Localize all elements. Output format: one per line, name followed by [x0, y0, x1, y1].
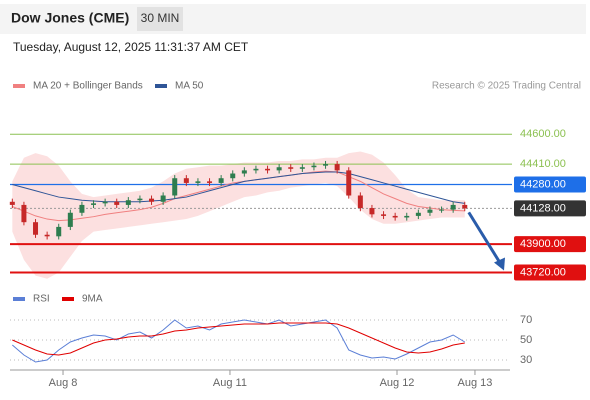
x-tick-label: Aug 13 [458, 377, 493, 389]
level-label: 44128.00 [520, 202, 566, 214]
level-label: 43720.00 [520, 266, 566, 278]
candle-body [33, 222, 39, 235]
legend-swatch [13, 84, 25, 88]
x-tick-label: Aug 11 [213, 377, 247, 389]
level-label: 44280.00 [520, 178, 566, 190]
legend-label: RSI [33, 294, 50, 305]
candle-body [439, 209, 445, 211]
candle-body [79, 204, 85, 213]
candle-body [462, 204, 468, 209]
level-label-box [514, 176, 586, 193]
candle-body [21, 204, 27, 223]
candle-body [357, 195, 363, 209]
candle-body [381, 214, 387, 216]
candle-body [149, 198, 155, 202]
instrument-title: Dow Jones (CME) [11, 10, 129, 26]
candle-body [91, 203, 97, 205]
candle-body [56, 226, 62, 237]
candle-body [369, 208, 375, 215]
candle-body [183, 178, 189, 183]
candle-body [392, 215, 398, 218]
candle-body [253, 168, 259, 171]
legend-label: MA 50 [175, 81, 204, 92]
candle-body [218, 178, 224, 183]
level-label-box [514, 264, 586, 281]
candle-body [323, 164, 329, 166]
legend-label: 9MA [82, 294, 103, 305]
candle-body [450, 204, 456, 210]
candle-body [404, 215, 410, 218]
candle-body [160, 195, 166, 202]
ma-line [12, 171, 465, 204]
candle-body [299, 167, 305, 169]
legend-swatch [155, 84, 167, 88]
candle-body [276, 167, 282, 171]
level-label: 44600.00 [520, 128, 566, 140]
candle-body [44, 234, 50, 237]
ma-line [12, 170, 465, 222]
candle-body [346, 170, 352, 196]
level-label: 43900.00 [520, 238, 566, 250]
level-label-box [514, 236, 586, 253]
x-tick-label: Aug 8 [49, 377, 78, 389]
candle-body [415, 212, 421, 216]
candle-body [195, 181, 201, 183]
level-label: 44410.00 [520, 158, 566, 170]
candle-body [334, 164, 340, 171]
timeframe-label: 30 MIN [141, 11, 180, 25]
forecast-arrow [467, 211, 503, 266]
indicator-line [12, 322, 465, 356]
level-label-box [514, 200, 586, 217]
timeframe-button[interactable] [137, 7, 183, 31]
candle-body [207, 181, 213, 183]
header-bar [0, 4, 586, 34]
candle-body [230, 173, 236, 179]
source: Research © 2025 Trading Central [432, 81, 581, 92]
candle-body [9, 201, 15, 205]
forecast-arrowhead [494, 257, 505, 271]
candle-body [102, 201, 108, 204]
legend-swatch [62, 297, 74, 301]
y-tick-label: 70 [520, 314, 532, 326]
candle-body [172, 178, 178, 196]
candle-body [427, 209, 433, 213]
candle-body [125, 200, 131, 205]
timestamp: Tuesday, August 12, 2025 11:31:37 AM CET [13, 40, 249, 54]
candle-body [265, 168, 271, 171]
candle-body [114, 201, 120, 205]
bollinger-band [12, 151, 465, 279]
x-tick-label: Aug 12 [380, 377, 415, 389]
indicator-line [11, 319, 466, 363]
candle-body [137, 198, 143, 201]
legend-swatch [13, 297, 25, 301]
legend-label: MA 20 + Bollinger Bands [33, 81, 143, 92]
y-tick-label: 30 [520, 354, 532, 366]
candle-body [288, 167, 294, 169]
candle-body [67, 212, 73, 227]
candle-body [311, 165, 317, 168]
candle-body [241, 170, 247, 174]
y-tick-label: 50 [520, 334, 532, 346]
